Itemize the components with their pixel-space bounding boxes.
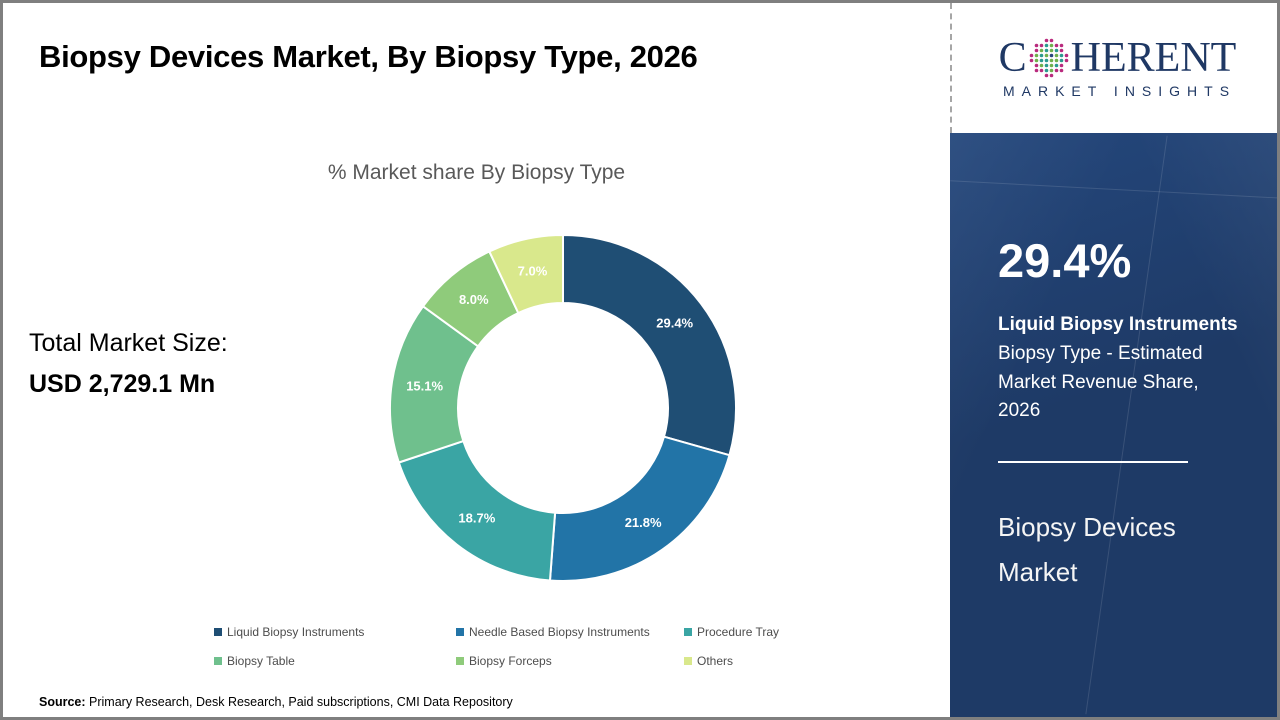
coherent-globe-icon [1029,38,1068,78]
globe-dot [1054,68,1058,73]
legend-label: Biopsy Forceps [469,654,552,668]
coherent-logo: C HERENT MARKET INSIGHTS [950,3,1277,133]
pie-segment-label: 8.0% [459,292,489,307]
globe-dot [1039,58,1043,63]
sidebar-divider [998,461,1188,463]
sidebar: C HERENT MARKET INSIGHTS 29.4% Liquid Bi… [950,3,1277,717]
globe-dot [1044,53,1048,58]
legend-row: Biopsy Table Biopsy Forceps Others [214,654,854,668]
donut-chart: 29.4% 21.8% 18.7% 15.1% 8.0% 7.0% [389,234,737,582]
legend-label: Liquid Biopsy Instruments [227,625,365,639]
logo-subtitle: MARKET INSIGHTS [1002,83,1237,99]
map-texture-line [950,180,1277,199]
legend-swatch [456,628,464,636]
globe-dot [1044,48,1048,53]
globe-dot [1029,53,1033,58]
legend-label: Others [697,654,734,668]
globe-dot [1059,68,1063,73]
globe-dot [1049,58,1053,63]
legend-item: Procedure Tray [684,625,779,639]
globe-dot [1049,68,1053,73]
globe-dot [1029,58,1033,63]
legend-label: Biopsy Table [227,654,295,668]
legend-item: Liquid Biopsy Instruments [214,625,456,639]
globe-dot [1044,68,1048,73]
globe-dot [1059,63,1063,68]
source-text: Primary Research, Desk Research, Paid su… [85,695,513,709]
globe-dot [1054,43,1058,48]
legend-label: Needle Based Biopsy Instruments [469,625,650,639]
globe-dot [1039,43,1043,48]
globe-dot [1049,53,1053,58]
globe-dot [1064,58,1068,63]
legend-item: Needle Based Biopsy Instruments [456,625,684,639]
globe-dot [1059,53,1063,58]
globe-dot [1034,68,1038,73]
globe-dot [1034,58,1038,63]
main-content-area: Biopsy Devices Market, By Biopsy Type, 2… [3,3,950,717]
globe-dot [1064,53,1068,58]
source-line: Source: Primary Research, Desk Research,… [39,695,513,709]
pie-segment-label: 18.7% [458,510,495,525]
legend-label: Procedure Tray [697,625,780,639]
globe-dot [1054,63,1058,68]
sidebar-stat-label: Liquid Biopsy Instruments [998,314,1238,335]
total-market-size-value: USD 2,729.1 Mn [29,370,216,398]
legend-swatch [214,657,222,665]
globe-dot [1049,73,1053,78]
globe-dot [1059,48,1063,53]
logo-letter-c: C [998,35,1027,81]
sidebar-market-name: Biopsy Devices Market [998,512,1176,587]
globe-dot [1034,43,1038,48]
pie-segment [562,234,737,457]
globe-dot [1054,48,1058,53]
pie-segment-label: 15.1% [406,379,443,394]
globe-dot [1044,58,1048,63]
total-market-size-block: Total Market Size: USD 2,729.1 Mn [29,329,329,399]
source-label: Source: [39,695,86,709]
globe-dot [1049,43,1053,48]
globe-dot [1044,43,1048,48]
globe-dot [1039,63,1043,68]
legend-swatch [684,628,692,636]
chart-legend: Liquid Biopsy Instruments Needle Based Bi… [214,625,854,683]
page-title: Biopsy Devices Market, By Biopsy Type, 2… [39,39,698,74]
legend-item: Biopsy Forceps [456,654,684,668]
globe-dot [1044,73,1048,78]
legend-swatch [684,657,692,665]
pie-segment-label: 7.0% [518,263,548,278]
logo-letters-herent: HERENT [1070,35,1237,81]
coherent-logo-word: C HERENT [999,37,1237,79]
legend-swatch [456,657,464,665]
globe-dot [1044,38,1048,43]
legend-item: Biopsy Table [214,654,456,668]
legend-item: Others [684,654,733,668]
sidebar-stat-value: 29.4% [998,234,1132,287]
sidebar-stat-description: Biopsy Type - Estimated Market Revenue S… [998,343,1203,421]
globe-dot [1049,63,1053,68]
pie-segment [488,234,564,314]
globe-dot [1054,53,1058,58]
globe-dot [1034,63,1038,68]
pie-segment [548,435,731,582]
globe-dot [1059,58,1063,63]
legend-row: Liquid Biopsy Instruments Needle Based Bi… [214,625,854,639]
total-market-size-label: Total Market Size: [29,329,228,357]
globe-dot [1039,48,1043,53]
chart-title: % Market share By Biopsy Type [327,161,626,184]
globe-dot [1034,53,1038,58]
pie-segment-label: 21.8% [625,515,662,530]
pie-segment-label: 29.4% [656,316,693,331]
sidebar-body: 29.4% Liquid Biopsy Instruments Biopsy T… [950,133,1277,717]
globe-dot [1059,43,1063,48]
globe-dot [1039,68,1043,73]
globe-dot [1049,38,1053,43]
globe-dot [1054,58,1058,63]
globe-dot [1034,48,1038,53]
legend-swatch [214,628,222,636]
globe-dot [1049,48,1053,53]
globe-dot [1039,53,1043,58]
globe-dot [1044,63,1048,68]
